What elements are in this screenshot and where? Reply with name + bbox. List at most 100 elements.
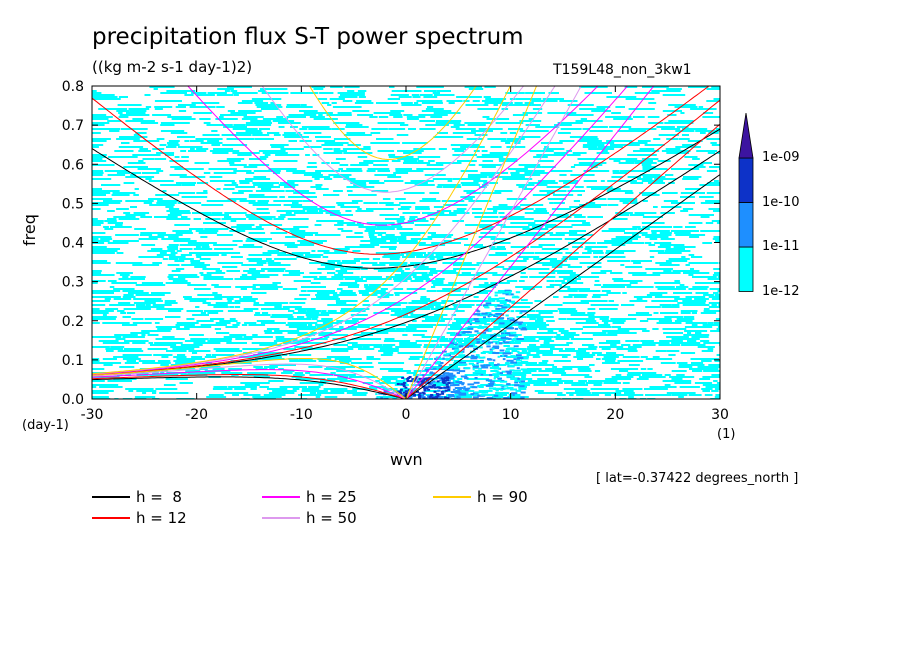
- spectrum-cell: [391, 310, 415, 312]
- x-tick-label: 20: [606, 407, 624, 423]
- spectrum-cell: [142, 172, 160, 174]
- spectrum-cell: [583, 170, 610, 172]
- spectrum-cell: [588, 346, 598, 348]
- spectrum-cell: [648, 122, 664, 124]
- spectrum-cell: [446, 385, 450, 388]
- spectrum-cell: [546, 286, 555, 288]
- spectrum-cell: [523, 258, 529, 260]
- spectrum-cell: [160, 124, 175, 126]
- spectrum-cell: [374, 174, 396, 176]
- spectrum-cell: [453, 268, 476, 270]
- spectrum-cell: [252, 134, 270, 136]
- spectrum-cell: [195, 138, 223, 140]
- spectrum-cell: [599, 346, 624, 348]
- spectrum-cell: [617, 360, 644, 362]
- spectrum-cell: [244, 384, 260, 386]
- spectrum-cell: [277, 254, 304, 256]
- spectrum-cell: [645, 358, 673, 360]
- spectrum-cell: [264, 154, 271, 156]
- spectrum-cell: [589, 130, 613, 132]
- spectrum-cell: [447, 180, 453, 182]
- spectrum-cell: [204, 356, 217, 358]
- spectrum-cell: [468, 200, 492, 202]
- spectrum-cell: [130, 174, 136, 176]
- spectrum-cell: [92, 392, 109, 394]
- spectrum-cell: [333, 138, 351, 140]
- spectrum-cell: [320, 312, 346, 314]
- spectrum-cell: [582, 252, 592, 254]
- spectrum-cell: [92, 310, 114, 312]
- legend-line: [92, 517, 130, 519]
- spectrum-cell: [330, 372, 336, 374]
- spectrum-cell: [179, 176, 206, 178]
- spectrum-cell: [507, 396, 529, 398]
- spectrum-cell: [233, 170, 252, 172]
- spectrum-cell: [653, 138, 661, 140]
- spectrum-cell: [160, 130, 185, 132]
- spectrum-cell: [481, 154, 509, 156]
- spectrum-cell: [477, 384, 483, 387]
- spectrum-cell: [116, 110, 130, 112]
- spectrum-cell: [435, 278, 445, 280]
- spectrum-cell: [411, 300, 437, 302]
- spectrum-cell: [492, 359, 496, 362]
- spectrum-cell: [553, 360, 571, 362]
- spectrum-cell: [144, 318, 164, 320]
- spectrum-cell: [309, 272, 322, 274]
- spectrum-cell: [578, 276, 600, 278]
- spectrum-cell: [125, 120, 155, 122]
- spectrum-cell: [537, 180, 556, 182]
- spectrum-cell: [342, 100, 353, 102]
- spectrum-cell: [577, 158, 606, 160]
- spectrum-cell: [371, 190, 389, 192]
- spectrum-cell: [626, 374, 641, 376]
- spectrum-cell: [422, 358, 434, 360]
- spectrum-cell: [403, 378, 409, 380]
- spectrum-cell: [251, 98, 282, 100]
- spectrum-cell: [404, 386, 408, 389]
- spectrum-cell: [92, 240, 110, 242]
- spectrum-cell: [334, 374, 356, 376]
- spectrum-cell: [365, 228, 395, 230]
- spectrum-cell: [348, 326, 370, 328]
- spectrum-cell: [700, 230, 720, 232]
- spectrum-cell: [478, 390, 491, 392]
- spectrum-cell: [594, 284, 602, 286]
- spectrum-cell: [138, 160, 144, 162]
- spectrum-cell: [502, 268, 526, 270]
- spectrum-cell: [497, 377, 502, 380]
- spectrum-cell: [527, 380, 552, 382]
- spectrum-cell: [92, 170, 104, 172]
- spectrum-cell: [140, 216, 152, 218]
- spectrum-cell: [495, 327, 500, 330]
- spectrum-cell: [393, 172, 409, 174]
- spectrum-cell: [168, 278, 186, 280]
- spectrum-cell: [557, 394, 566, 396]
- spectrum-cell: [481, 166, 496, 168]
- spectrum-cell: [476, 304, 483, 306]
- spectrum-cell: [490, 146, 502, 148]
- spectrum-cell: [193, 248, 213, 250]
- spectrum-cell: [382, 256, 401, 258]
- spectrum-cell: [392, 278, 412, 280]
- spectrum-cell: [227, 300, 232, 302]
- spectrum-cell: [453, 306, 472, 308]
- spectrum-cell: [508, 337, 512, 340]
- spectrum-cell: [347, 144, 361, 146]
- spectrum-cell: [684, 326, 713, 328]
- spectrum-cell: [674, 382, 692, 384]
- spectrum-cell: [556, 216, 572, 218]
- colorbar-label: 1e-09: [762, 150, 800, 165]
- spectrum-cell: [186, 310, 204, 312]
- spectrum-cell: [606, 292, 621, 294]
- spectrum-cell: [506, 372, 512, 375]
- spectrum-cell: [463, 190, 476, 192]
- spectrum-cell: [396, 228, 413, 230]
- spectrum-cell: [537, 392, 563, 394]
- legend-line: [92, 496, 130, 498]
- spectrum-cell: [569, 274, 580, 276]
- spectrum-cell: [198, 232, 218, 234]
- spectrum-cell: [438, 364, 443, 367]
- spectrum-cell: [153, 354, 173, 356]
- spectrum-cell: [629, 142, 648, 144]
